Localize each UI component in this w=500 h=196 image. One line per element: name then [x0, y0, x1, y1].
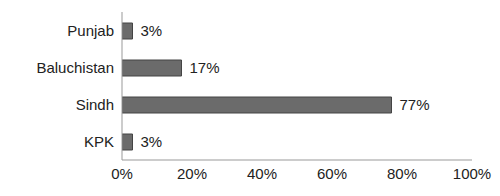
svg-text:KPK: KPK	[84, 133, 114, 150]
svg-text:60%: 60%	[317, 165, 347, 182]
svg-text:Baluchistan: Baluchistan	[36, 59, 114, 76]
svg-text:17%: 17%	[190, 59, 220, 76]
svg-text:20%: 20%	[177, 165, 207, 182]
svg-text:80%: 80%	[387, 165, 417, 182]
svg-text:Punjab: Punjab	[67, 22, 114, 39]
svg-text:77%: 77%	[400, 96, 430, 113]
svg-text:3%: 3%	[141, 133, 163, 150]
svg-text:0%: 0%	[111, 165, 133, 182]
svg-text:100%: 100%	[453, 165, 491, 182]
svg-text:3%: 3%	[141, 22, 163, 39]
svg-text:Sindh: Sindh	[76, 96, 114, 113]
svg-text:40%: 40%	[247, 165, 277, 182]
